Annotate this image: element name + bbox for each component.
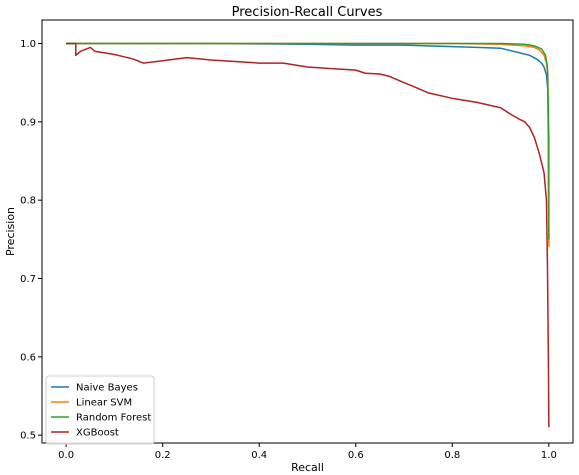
legend-box bbox=[45, 375, 155, 445]
y-tick-label: 0.7 bbox=[20, 274, 36, 285]
axis-ticks: 0.0 0.2 0.4 0.6 0.8 1.0 0.5 0.6 0.7 0.8 0.9 1.0 bbox=[20, 39, 557, 461]
series-line-random-forest bbox=[66, 42, 550, 240]
series-line-naive-bayes bbox=[66, 42, 550, 240]
series-line-xgboost bbox=[66, 42, 550, 428]
chart-title: Precision-Recall Curves bbox=[232, 5, 383, 20]
series-line-linear-svm bbox=[66, 42, 550, 248]
legend-entry-label: Linear SVM bbox=[76, 398, 132, 409]
y-tick-label: 0.5 bbox=[20, 431, 36, 442]
x-tick-label: 0.4 bbox=[251, 450, 267, 461]
y-tick-label: 0.9 bbox=[20, 117, 36, 128]
y-tick-label: 0.8 bbox=[20, 196, 36, 207]
y-tick-label: 1.0 bbox=[20, 39, 36, 50]
legend-entry-label: Naive Bayes bbox=[76, 383, 138, 394]
x-tick-label: 0.2 bbox=[155, 450, 171, 461]
legend-entry-label: Random Forest bbox=[76, 413, 151, 424]
legend: Naive Bayes Linear SVM Random Forest XGBoos… bbox=[45, 375, 155, 445]
x-tick-label: 0.0 bbox=[58, 450, 74, 461]
x-tick-label: 1.0 bbox=[541, 450, 557, 461]
legend-entry-label: XGBoost bbox=[76, 428, 119, 439]
x-tick-label: 0.8 bbox=[444, 450, 460, 461]
y-axis-title: Precision bbox=[4, 207, 17, 256]
y-tick-label: 0.6 bbox=[20, 352, 36, 363]
plot-area bbox=[66, 42, 550, 428]
axes-frame bbox=[41, 19, 574, 444]
x-tick-label: 0.6 bbox=[348, 450, 364, 461]
x-axis-title: Recall bbox=[291, 461, 324, 474]
